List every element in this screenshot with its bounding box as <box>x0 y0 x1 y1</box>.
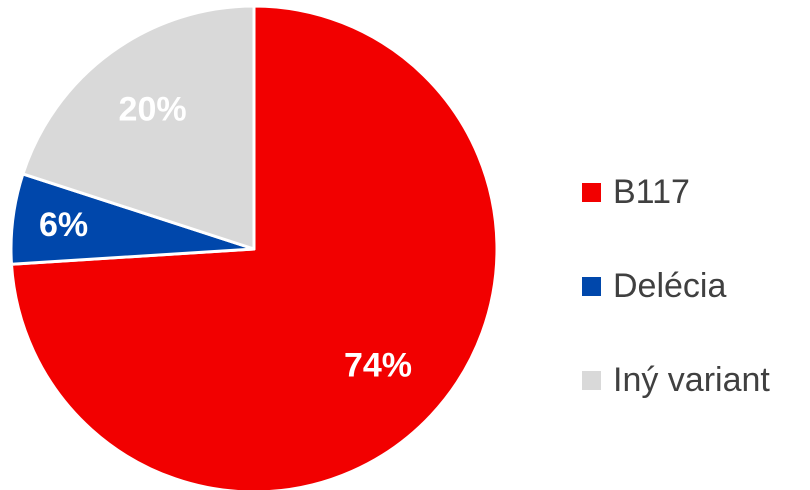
legend-item-b117: B117 <box>582 168 810 216</box>
data-label-iny-variant: 20% <box>119 90 187 128</box>
legend-item-iny-variant: Iný variant <box>582 356 810 404</box>
data-label-delecia: 6% <box>39 206 88 244</box>
legend-item-delecia: Delécia <box>582 262 810 310</box>
legend-swatch-iny-variant <box>582 370 601 390</box>
legend-label-iny-variant: Iný variant <box>613 360 770 399</box>
legend-label-b117: B117 <box>613 172 690 211</box>
legend-swatch-delecia <box>582 276 601 296</box>
data-label-b117: 74% <box>344 346 412 384</box>
pie-slice-iny-variant <box>21 4 256 251</box>
legend-label-delecia: Delécia <box>613 266 727 305</box>
legend-swatch-b117 <box>582 182 601 202</box>
legend: B117 Delécia Iný variant <box>582 168 810 450</box>
